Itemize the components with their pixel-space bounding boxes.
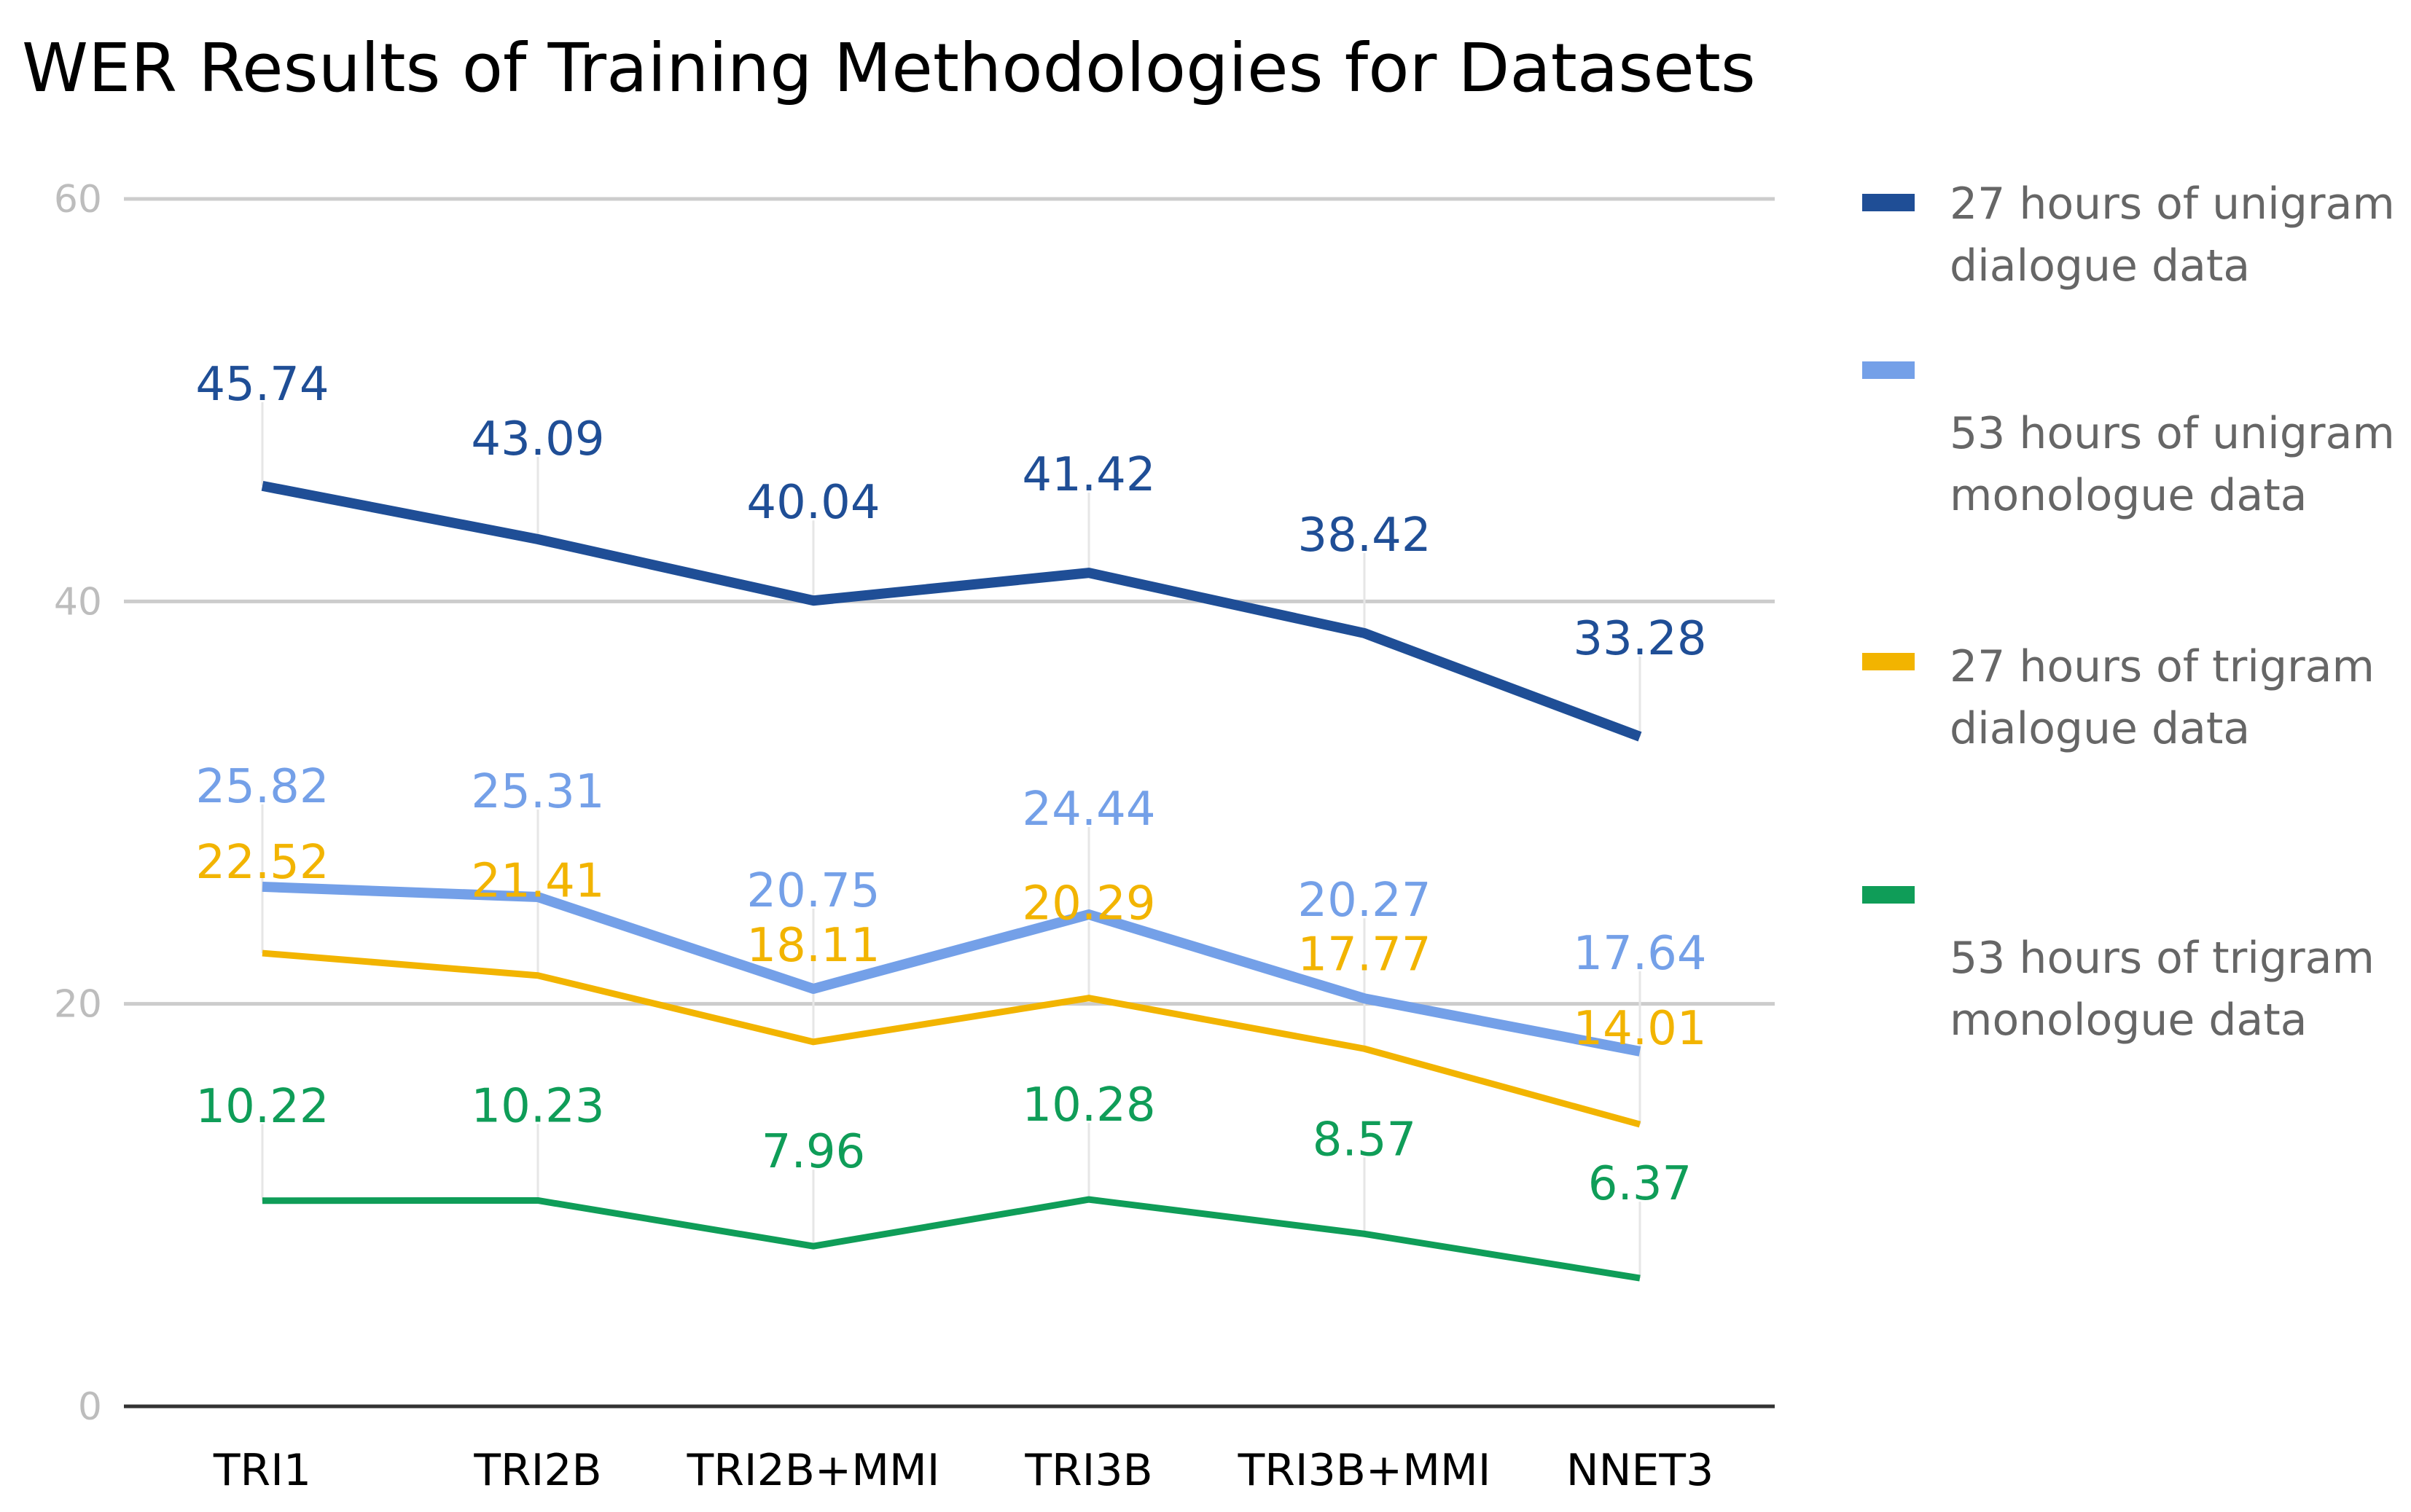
x-tick-label: TRI3B xyxy=(1024,1445,1152,1496)
legend-swatch xyxy=(1862,194,1915,211)
data-label: 6.37 xyxy=(1588,1157,1692,1211)
data-label: 20.29 xyxy=(1022,877,1155,931)
data-label: 14.01 xyxy=(1573,1002,1706,1056)
data-label: 20.27 xyxy=(1297,874,1431,928)
data-label: 33.28 xyxy=(1573,612,1706,666)
data-label: 38.42 xyxy=(1297,509,1431,563)
x-tick-label: TRI1 xyxy=(213,1445,311,1496)
data-label: 10.23 xyxy=(471,1079,604,1133)
data-label: 20.75 xyxy=(746,864,880,918)
legend-label: monologue data xyxy=(1950,995,2308,1046)
data-label: 17.77 xyxy=(1297,928,1431,982)
y-tick-label: 0 xyxy=(78,1385,102,1429)
data-label: 10.28 xyxy=(1022,1078,1155,1132)
legend-item: 27 hours of unigram dialogue data xyxy=(1862,179,2395,291)
legend-label: 27 hours of unigram xyxy=(1950,179,2395,230)
series-line-4 xyxy=(262,1196,1641,1282)
legend-label: 53 hours of unigram xyxy=(1950,408,2395,459)
data-label: 17.64 xyxy=(1573,927,1706,981)
series-line-1 xyxy=(261,480,1642,742)
data-label: 8.57 xyxy=(1313,1113,1417,1167)
data-label: 10.22 xyxy=(195,1080,329,1134)
x-tick-label: NNET3 xyxy=(1566,1445,1714,1496)
data-labels: 45.74 43.09 40.04 41.42 38.42 33.28 25.82 25.31… xyxy=(195,358,1706,1211)
legend-label: dialogue data xyxy=(1950,240,2250,291)
data-label: 43.09 xyxy=(471,412,604,466)
x-tick-label: TRI2B+MMI xyxy=(687,1445,940,1496)
y-tick-label: 20 xyxy=(54,983,102,1027)
legend-label: monologue data xyxy=(1950,470,2308,521)
legend-item: 27 hours of trigram dialogue data xyxy=(1862,641,2375,754)
data-label: 25.82 xyxy=(195,760,329,814)
legend-swatch xyxy=(1862,886,1915,904)
legend-item: 53 hours of trigram monologue data xyxy=(1862,886,2375,1046)
legend-label: 27 hours of trigram xyxy=(1950,641,2375,692)
gridlines xyxy=(124,197,1775,1006)
data-label: 22.52 xyxy=(195,836,329,890)
y-tick-label: 40 xyxy=(54,580,102,624)
data-label: 18.11 xyxy=(746,919,880,973)
legend-label: 53 hours of trigram xyxy=(1950,933,2375,984)
legend-swatch xyxy=(1862,653,1915,670)
data-label: 24.44 xyxy=(1022,783,1155,837)
series-line-3 xyxy=(262,949,1641,1128)
data-label: 21.41 xyxy=(471,855,604,909)
x-tick-label: TRI3B+MMI xyxy=(1238,1445,1491,1496)
y-tick-label: 60 xyxy=(54,178,102,222)
series-line-2 xyxy=(262,881,1641,1057)
data-label: 41.42 xyxy=(1022,448,1155,502)
axes: 0 20 40 60 TRI1 TRI2B TRI2B+MMI TRI3B TRI3B+MMI N… xyxy=(54,178,1775,1496)
legend-item: 53 hours of unigram monologue data xyxy=(1862,361,2395,521)
x-tick-label: TRI2B xyxy=(473,1445,601,1496)
legend: 27 hours of unigram dialogue data 53 hours… xyxy=(1862,179,2395,1046)
data-label: 40.04 xyxy=(746,476,880,530)
data-label: 25.31 xyxy=(471,765,604,819)
series-lines xyxy=(261,480,1642,1282)
data-label: 45.74 xyxy=(195,358,329,412)
legend-swatch xyxy=(1862,361,1915,379)
data-label: 7.96 xyxy=(762,1125,866,1179)
chart-title: WER Results of Training Methodologies fo… xyxy=(22,29,1756,107)
legend-label: dialogue data xyxy=(1950,703,2250,754)
label-leader-lines xyxy=(261,401,1641,1279)
